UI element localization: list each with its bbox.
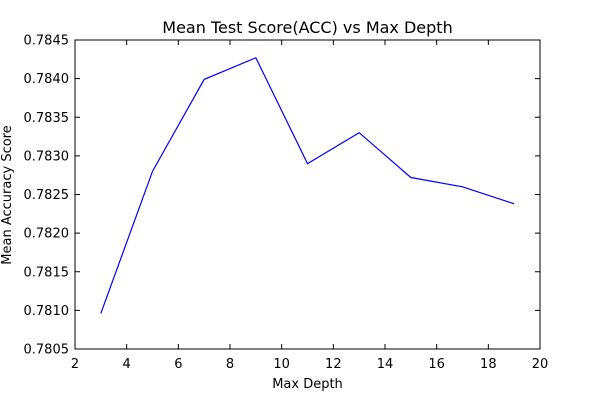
- chart-title: Mean Test Score(ACC) vs Max Depth: [162, 18, 452, 37]
- x-tick-label: 12: [325, 357, 342, 372]
- series-line: [100, 56, 515, 314]
- x-tick-label: 8: [226, 357, 234, 372]
- y-tick-label: 0.7830: [24, 149, 70, 164]
- y-tick-label: 0.7840: [24, 72, 70, 87]
- plot-area: 2 4 6 8 10 12 14 16 18 20 0.7805 0.7810 0.7815 0.7820…: [24, 34, 549, 373]
- y-tick-label: 0.7805: [24, 343, 70, 358]
- y-tick-label: 0.7820: [24, 227, 70, 242]
- x-tick-label: 16: [428, 357, 445, 372]
- x-tick-label: 20: [532, 357, 549, 372]
- x-tick-label: 10: [273, 357, 290, 372]
- x-tick-label: 6: [174, 357, 182, 372]
- y-tick-label: 0.7845: [24, 34, 70, 49]
- x-tick-label: 2: [71, 357, 79, 372]
- x-tick-label: 14: [377, 357, 394, 372]
- y-tick-label: 0.7810: [24, 304, 70, 319]
- y-tick-label: 0.7815: [24, 265, 70, 280]
- x-axis-label: Max Depth: [272, 377, 343, 392]
- x-tick-label: 18: [480, 357, 497, 372]
- y-axis-label: Mean Accuracy Score: [0, 125, 15, 264]
- y-tick-label: 0.7825: [24, 188, 70, 203]
- plot-frame: [74, 39, 541, 350]
- x-tick-label: 4: [123, 357, 131, 372]
- y-tick-label: 0.7835: [24, 111, 70, 126]
